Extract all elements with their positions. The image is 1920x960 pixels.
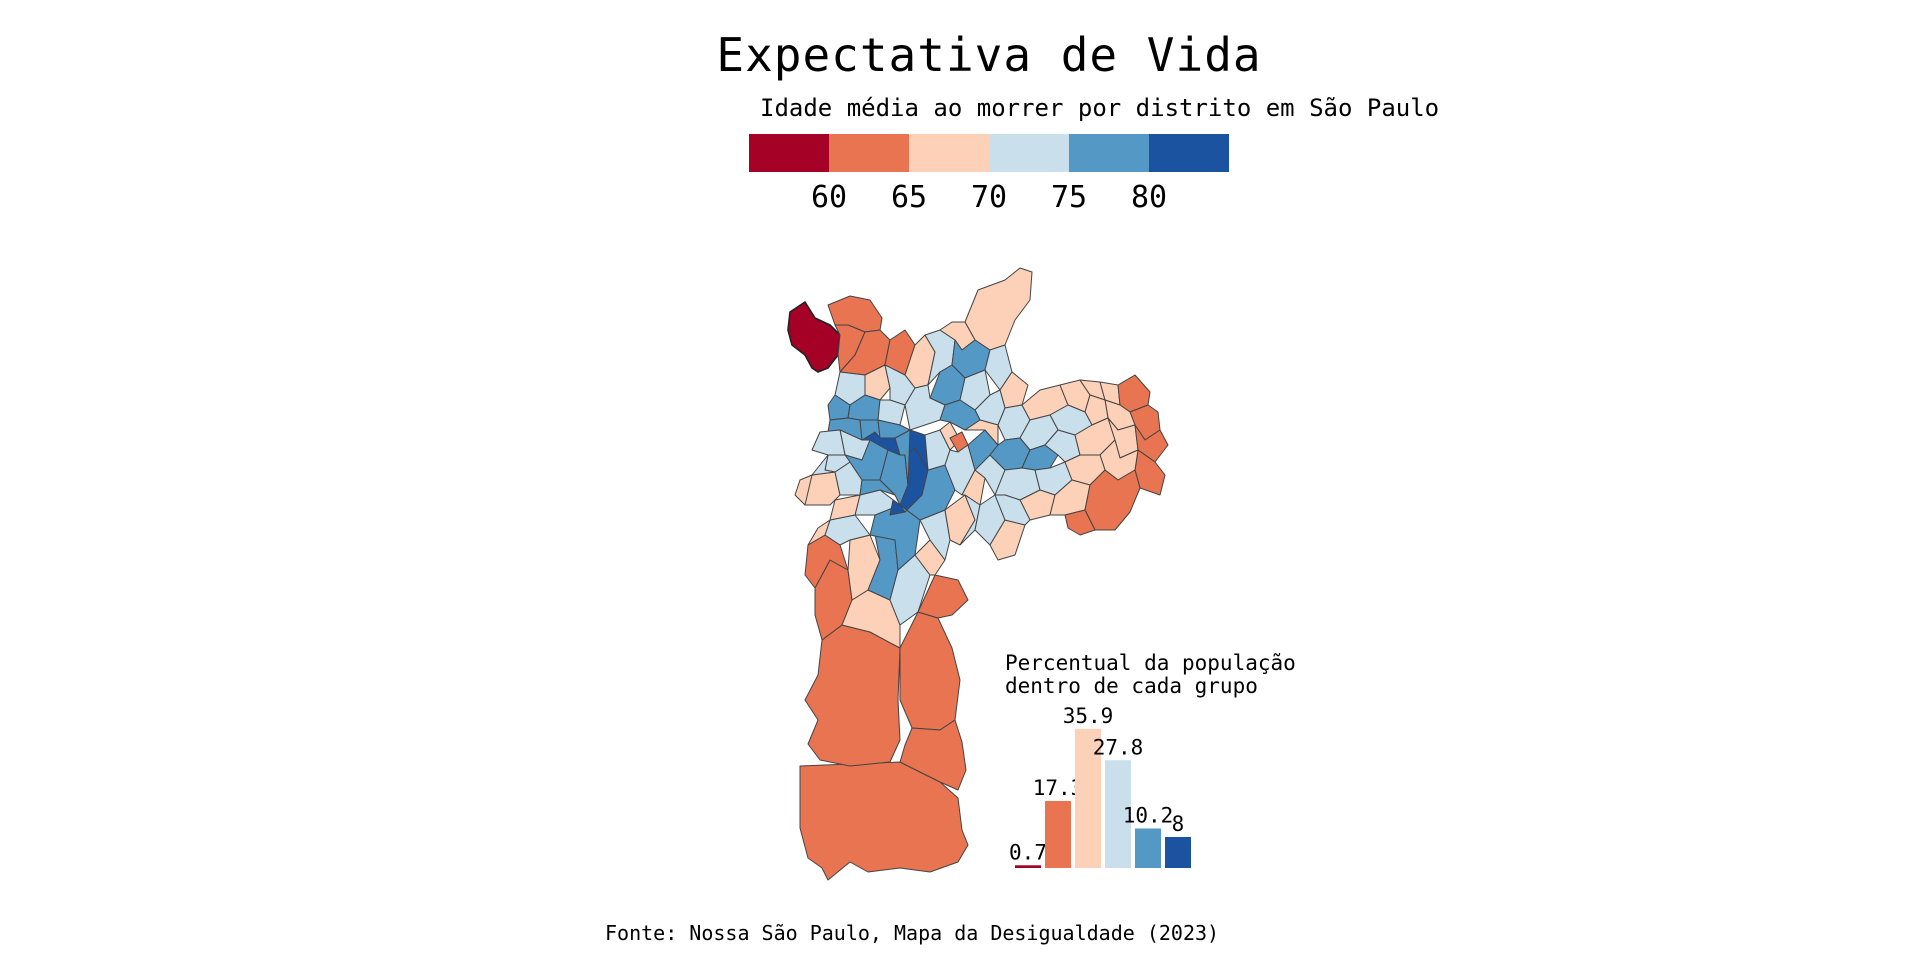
district-central-a (894, 429, 911, 486)
legend-swatch-2 (829, 134, 909, 172)
color-legend (749, 134, 1229, 172)
district-west-f (859, 479, 896, 496)
legend-tick-60: 60 (810, 180, 848, 215)
district-east-aa (994, 494, 1031, 526)
district-south-east-edge (899, 719, 967, 791)
district-south-graja (899, 611, 961, 731)
district-central-j (959, 494, 981, 546)
legend-swatch-1 (749, 134, 829, 172)
legend-swatch-3 (909, 134, 989, 172)
district-east-y (1084, 469, 1141, 531)
legend-tick-70: 70 (970, 180, 1008, 215)
legend-swatch-5 (1069, 134, 1149, 172)
district-northwest-m (859, 419, 881, 441)
district-north-tremembe (964, 267, 1033, 351)
district-central-l (989, 519, 1026, 561)
district-east-z (1064, 509, 1096, 536)
legend-swatch-6 (1149, 134, 1229, 172)
district-south-j (807, 519, 831, 546)
district-north-k (964, 419, 999, 446)
map-title: Expectativa de Vida (716, 28, 1262, 82)
district-northwest-g (864, 364, 891, 401)
inset-chart-title: Percentual da população dentro de cada g… (1005, 651, 1296, 698)
district-south-parelheiros (799, 761, 969, 881)
source-note: Fonte: Nossa São Paulo, Mapa da Desigual… (605, 921, 1220, 945)
legend-tick-65: 65 (890, 180, 928, 215)
district-south-h (914, 539, 946, 576)
legend-tick-80: 80 (1130, 180, 1168, 215)
district-northwest-n (877, 419, 911, 439)
legend-swatch-4 (989, 134, 1069, 172)
district-northwest-perus (787, 301, 841, 373)
district-west-far-b (811, 429, 846, 456)
district-west-far (811, 454, 836, 476)
district-south-marsilac (804, 624, 901, 767)
map-subtitle: Idade média ao morrer por distrito em Sã… (760, 94, 1440, 122)
legend-tick-75: 75 (1050, 180, 1088, 215)
district-northwest-k (877, 399, 906, 426)
district-west-far-c (794, 474, 813, 506)
